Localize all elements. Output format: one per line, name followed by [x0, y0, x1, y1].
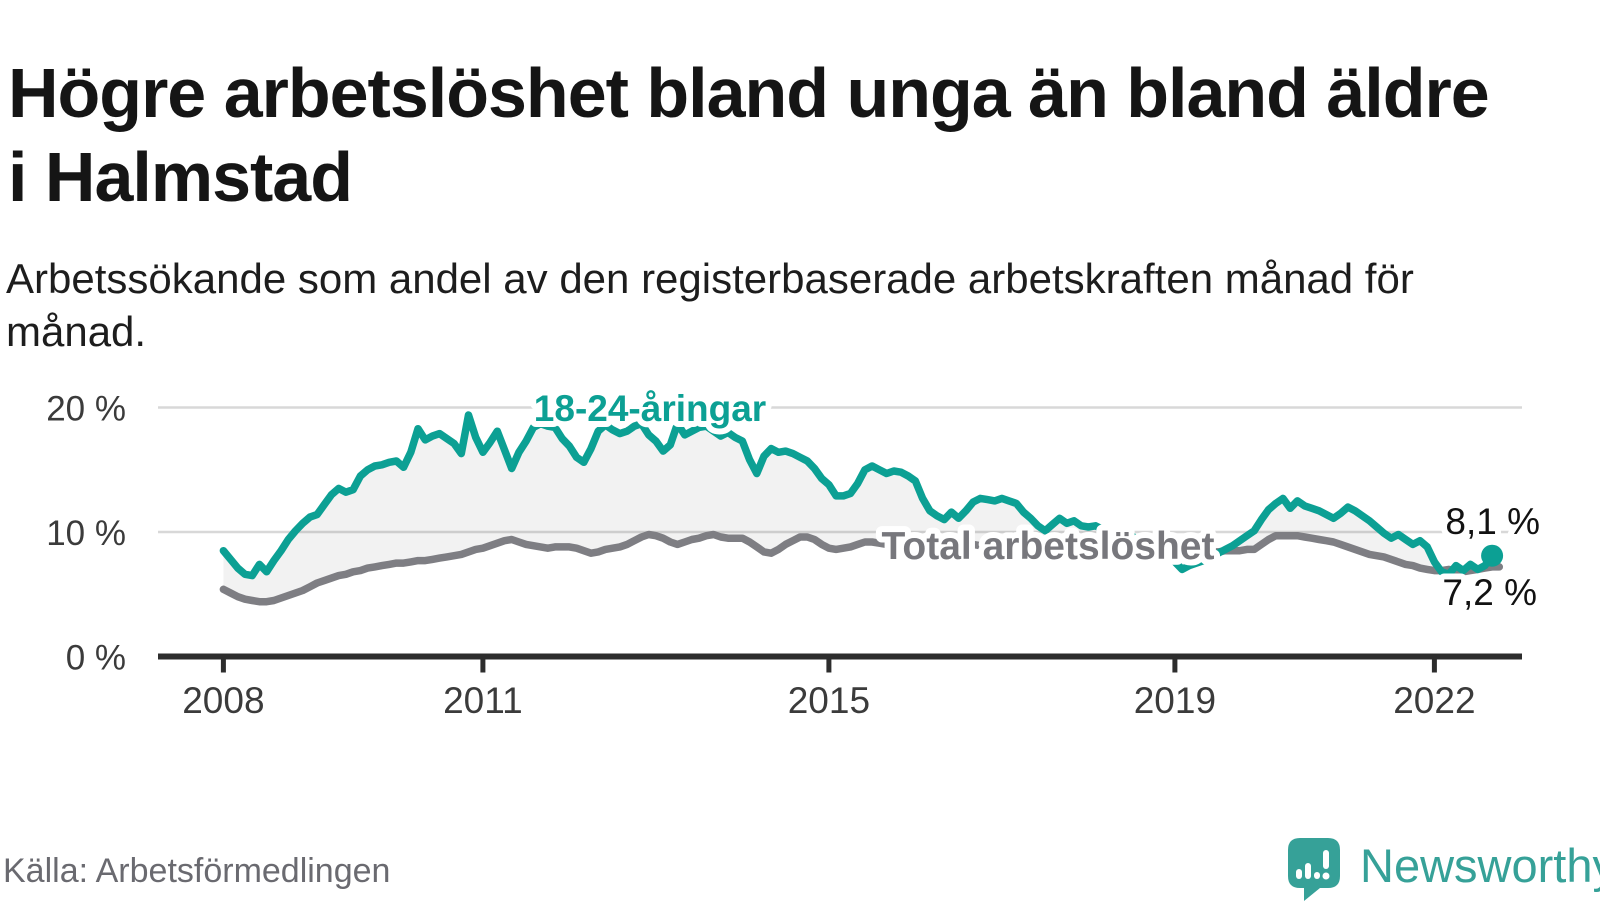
- y-tick-label-10: 10 %: [46, 514, 126, 553]
- total-end-value-label: 7,2 %: [1442, 572, 1537, 613]
- x-tick-label-2015: 2015: [788, 680, 870, 721]
- x-tick-label-2022: 2022: [1393, 680, 1475, 721]
- axis-layer: 0 % 10 % 20 % 2008 2011 2015 2019 2022: [46, 390, 1522, 721]
- x-tick-label-2008: 2008: [182, 680, 264, 721]
- x-tick-label-2019: 2019: [1134, 680, 1216, 721]
- unemployment-line-chart: 0 % 10 % 20 % 2008 2011 2015 2019 2022 18-24-år…: [46, 382, 1546, 721]
- page-title: Högre arbetslöshet bland unga än bland ä…: [8, 53, 1490, 216]
- source-attribution: Källa: Arbetsförmedlingen: [3, 852, 391, 890]
- youth-unemployment-line: [219, 411, 1496, 580]
- chart-subtitle: Arbetssökande som andel av den registerb…: [6, 255, 1414, 355]
- total-series-label: Total arbetslöshet: [881, 525, 1214, 568]
- newsworthy-logo-icon: [1288, 838, 1340, 901]
- y-tick-label-0: 0 %: [66, 639, 126, 678]
- logo-bar-1: [1296, 869, 1302, 879]
- logo-exclamation-bar: [1323, 850, 1329, 869]
- youth-end-value-label: 8,1 %: [1445, 501, 1540, 542]
- latest-value-marker: [1481, 544, 1504, 567]
- brand-name: Newsworthy: [1360, 839, 1600, 892]
- y-tick-label-20: 20 %: [46, 390, 126, 429]
- newsworthy-brand: Newsworthy: [1288, 838, 1600, 902]
- youth-series-label: 18-24-åringar: [534, 388, 766, 429]
- logo-exclamation-dot: [1322, 872, 1330, 880]
- x-tick-label-2011: 2011: [443, 680, 523, 721]
- logo-bar-3: [1314, 872, 1320, 879]
- total-unemployment-line: [219, 530, 1504, 606]
- logo-bar-2: [1305, 863, 1311, 879]
